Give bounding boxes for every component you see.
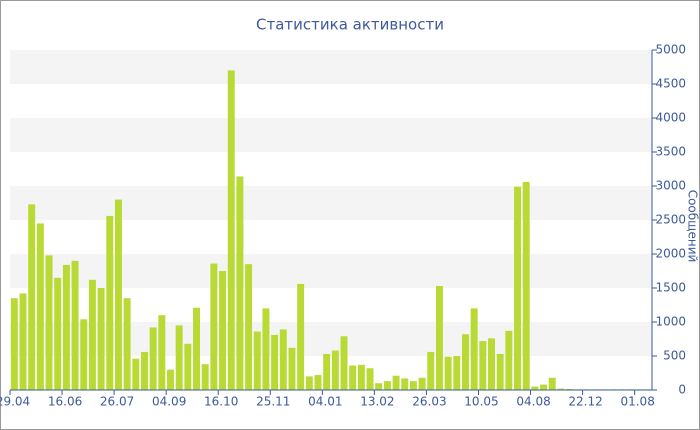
bar (392, 375, 400, 390)
bar (409, 381, 417, 390)
bar (297, 283, 305, 390)
bar (106, 215, 114, 390)
bar (114, 199, 122, 390)
y-axis-label: Сообщений (686, 190, 700, 263)
bar (288, 347, 296, 390)
bar (357, 364, 365, 390)
y-tick-label: 0 (678, 383, 686, 397)
grid-band (10, 50, 652, 84)
bar (71, 260, 79, 390)
x-tick-label: 04.08 (516, 395, 550, 409)
y-tick-label: 4000 (655, 111, 686, 125)
x-tick-label: 22.12 (568, 395, 602, 409)
bar (505, 330, 513, 390)
bar (340, 336, 348, 390)
bar (253, 331, 261, 390)
bar (80, 319, 88, 390)
bar (453, 356, 461, 390)
bar (271, 334, 279, 390)
bar (349, 365, 357, 390)
bar (219, 271, 227, 390)
bar (462, 334, 469, 390)
y-tick-label: 3500 (655, 145, 686, 159)
bar (175, 325, 183, 390)
bar (401, 378, 409, 390)
x-tick-label: 01.08 (620, 395, 654, 409)
bar (444, 356, 452, 390)
bar (62, 264, 70, 390)
y-tick-label: 500 (663, 349, 686, 363)
bar (279, 329, 287, 390)
bar (514, 186, 521, 390)
y-tick-label: 2500 (655, 213, 686, 227)
bar (193, 307, 200, 390)
x-tick-label: 16.06 (48, 395, 82, 409)
bar (19, 293, 27, 390)
bar (28, 204, 36, 390)
bar (383, 381, 391, 390)
y-tick-label: 3000 (655, 179, 686, 193)
bar (227, 70, 235, 391)
x-tick-label: 10.05 (464, 395, 498, 409)
x-tick-label: 26.07 (100, 395, 134, 409)
bar (375, 383, 383, 390)
bar (245, 264, 253, 390)
bar (88, 279, 96, 390)
bar (305, 376, 313, 390)
x-tick-label: 16.10 (204, 395, 238, 409)
x-tick-label: 04.09 (152, 395, 186, 409)
bar (167, 369, 174, 390)
bar (210, 263, 218, 390)
y-tick-label: 5000 (655, 43, 686, 57)
bar (123, 298, 131, 390)
bar (201, 364, 209, 390)
bar (531, 386, 539, 390)
x-tick-label: 29.04 (0, 395, 30, 409)
y-tick-label: 2000 (655, 247, 686, 261)
bar (149, 327, 157, 390)
bar (45, 255, 53, 390)
bar (427, 351, 435, 390)
bar (418, 377, 426, 390)
bar (10, 298, 18, 390)
x-tick-label: 25.11 (256, 395, 290, 409)
bar (566, 388, 574, 390)
chart-title: Статистика активности (256, 16, 444, 34)
x-tick-label: 04.01 (308, 395, 342, 409)
bar (323, 353, 331, 390)
y-tick-label: 1000 (655, 315, 686, 329)
bar (540, 384, 548, 390)
bar (479, 341, 487, 390)
bar (366, 368, 374, 390)
bar (97, 288, 105, 390)
bar (314, 375, 322, 390)
bar (548, 377, 556, 390)
bar (236, 176, 244, 390)
bar (488, 338, 495, 390)
grid-band (10, 186, 652, 220)
bar (262, 308, 270, 390)
y-tick-label: 1500 (655, 281, 686, 295)
bar (54, 277, 62, 390)
bar (435, 285, 443, 390)
bar (470, 308, 478, 390)
bar (36, 223, 44, 390)
bar (557, 388, 565, 390)
bar (158, 315, 166, 390)
bar (132, 358, 140, 390)
bar (522, 181, 530, 390)
x-tick-label: 13.02 (360, 395, 394, 409)
bar (331, 350, 339, 390)
x-tick-label: 26.03 (412, 395, 446, 409)
bar (141, 351, 148, 390)
grid-band (10, 118, 652, 152)
bar (184, 343, 192, 390)
bar (496, 353, 504, 390)
y-tick-label: 4500 (655, 77, 686, 91)
